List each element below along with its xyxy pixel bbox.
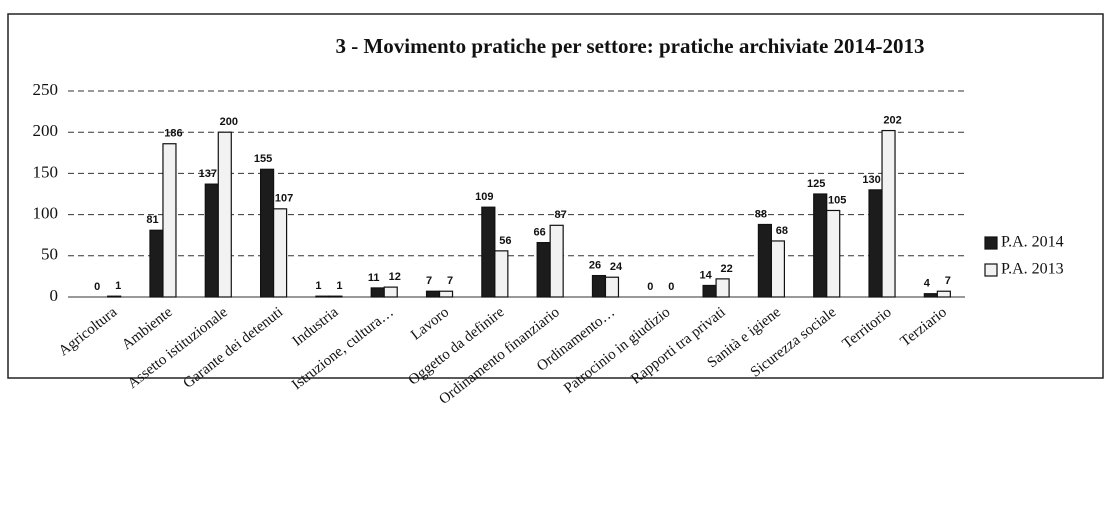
bar bbox=[370, 287, 385, 298]
bar bbox=[204, 183, 219, 298]
bar bbox=[481, 206, 496, 298]
x-tick-label: Agricoltura bbox=[56, 304, 121, 359]
x-tick-label: Industria bbox=[290, 304, 342, 350]
value-label: 0 bbox=[94, 281, 100, 293]
bar bbox=[549, 224, 564, 298]
legend-label: P.A. 2013 bbox=[1001, 261, 1064, 278]
y-tick-label: 0 bbox=[50, 286, 59, 305]
value-label: 125 bbox=[807, 178, 825, 190]
value-label: 0 bbox=[647, 281, 653, 293]
y-tick-label: 200 bbox=[33, 121, 59, 140]
bar bbox=[702, 284, 717, 298]
bar bbox=[826, 209, 841, 298]
x-tick-label: Patrocinio in giudizio bbox=[561, 304, 673, 397]
x-tick-label: Oggetto da definire bbox=[406, 304, 508, 389]
bar bbox=[149, 229, 164, 298]
bar bbox=[604, 276, 620, 298]
bar bbox=[936, 290, 951, 298]
value-label: 7 bbox=[945, 275, 951, 287]
value-label: 12 bbox=[389, 271, 401, 283]
bar bbox=[536, 242, 551, 298]
value-label: 107 bbox=[275, 193, 293, 205]
y-tick-label: 100 bbox=[33, 204, 59, 223]
value-label: 66 bbox=[534, 227, 546, 239]
bar bbox=[328, 295, 343, 298]
bar bbox=[438, 290, 454, 298]
legend-swatch bbox=[984, 263, 998, 277]
bar bbox=[923, 293, 938, 298]
value-label: 24 bbox=[610, 261, 623, 273]
value-label: 7 bbox=[447, 275, 453, 287]
value-label: 155 bbox=[254, 153, 272, 165]
bar bbox=[770, 240, 786, 298]
bar bbox=[217, 131, 232, 298]
value-label: 26 bbox=[589, 259, 601, 271]
bar bbox=[107, 295, 122, 298]
bar bbox=[494, 250, 509, 298]
y-tick-label: 50 bbox=[41, 245, 58, 264]
y-tick-label: 250 bbox=[33, 80, 59, 99]
value-label: 1 bbox=[115, 280, 121, 292]
x-tick-label: Rapporti tra privati bbox=[628, 304, 728, 387]
bar bbox=[162, 143, 177, 298]
bar bbox=[881, 129, 896, 298]
value-label: 186 bbox=[164, 128, 182, 140]
value-label: 68 bbox=[776, 225, 788, 237]
value-label: 88 bbox=[755, 208, 767, 220]
x-tick-label: Territorio bbox=[840, 304, 895, 352]
value-label: 0 bbox=[668, 281, 674, 293]
bar bbox=[715, 278, 730, 298]
y-tick-label: 150 bbox=[33, 162, 59, 181]
bar bbox=[272, 208, 288, 298]
value-label: 22 bbox=[720, 263, 732, 275]
value-label: 7 bbox=[426, 275, 432, 287]
value-label: 1 bbox=[315, 280, 321, 292]
bar bbox=[868, 189, 883, 298]
legend-label: P.A. 2014 bbox=[1001, 234, 1064, 251]
bar bbox=[813, 193, 828, 298]
value-label: 4 bbox=[924, 278, 931, 290]
value-label: 105 bbox=[828, 194, 846, 206]
value-label: 81 bbox=[146, 214, 158, 226]
value-label: 14 bbox=[699, 269, 712, 281]
chart-title: 3 - Movimento pratiche per settore: prat… bbox=[335, 34, 924, 58]
value-label: 87 bbox=[555, 209, 567, 221]
value-label: 11 bbox=[368, 272, 380, 284]
value-label: 137 bbox=[199, 168, 217, 180]
bar bbox=[259, 168, 275, 298]
x-tick-label: Istruzione, cultura… bbox=[289, 304, 397, 393]
value-label: 109 bbox=[475, 191, 493, 203]
x-tick-label: Assetto istituzionale bbox=[125, 304, 231, 392]
legend-swatch bbox=[984, 236, 998, 250]
value-label: 130 bbox=[862, 174, 880, 186]
value-label: 202 bbox=[883, 114, 901, 126]
value-label: 56 bbox=[499, 235, 511, 247]
chart-frame bbox=[7, 13, 1104, 379]
value-label: 200 bbox=[220, 116, 238, 128]
x-tick-label: Lavoro bbox=[408, 304, 452, 343]
bar bbox=[315, 295, 330, 298]
bar bbox=[591, 274, 607, 298]
value-label: 1 bbox=[336, 280, 342, 292]
bar bbox=[383, 286, 398, 298]
bar bbox=[425, 290, 441, 298]
bar bbox=[757, 223, 773, 298]
x-tick-label: Terziario bbox=[898, 304, 950, 350]
